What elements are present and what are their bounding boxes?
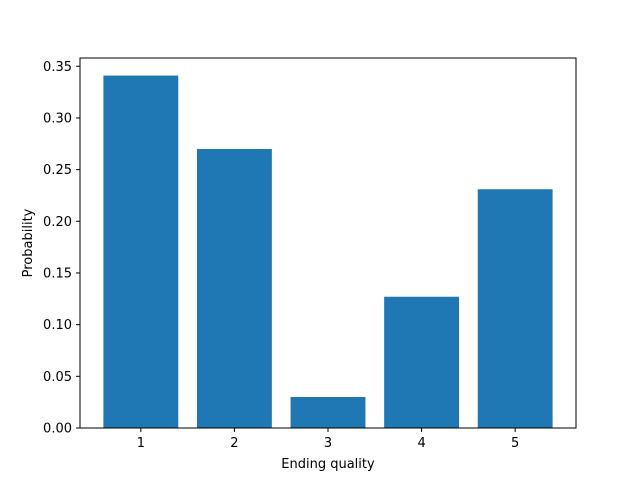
bar-5	[477, 189, 553, 428]
y-tick-label: 0.35	[43, 60, 72, 75]
x-axis-ticks: 1 2 3 4 5	[137, 428, 519, 451]
bars-group	[103, 75, 553, 429]
y-tick-label: 0.00	[43, 422, 72, 437]
y-tick-label: 0.10	[43, 318, 72, 333]
x-tick-label: 5	[511, 436, 519, 451]
y-tick-label: 0.25	[43, 163, 72, 178]
bar-4	[384, 296, 460, 428]
y-axis-ticks: 0.00 0.05 0.10 0.15 0.20 0.25 0.30 0.35	[43, 60, 80, 437]
y-tick-label: 0.15	[43, 266, 72, 281]
x-tick-label: 2	[230, 436, 238, 451]
y-axis-label: Probability	[21, 208, 36, 277]
x-axis-label: Ending quality	[281, 457, 375, 472]
bar-1	[103, 75, 179, 429]
x-tick-label: 1	[137, 436, 145, 451]
bar-2	[196, 148, 272, 429]
y-tick-label: 0.20	[43, 215, 72, 230]
x-tick-label: 3	[324, 436, 332, 451]
bar-3	[290, 396, 366, 428]
y-tick-label: 0.05	[43, 370, 72, 385]
plot-frame	[79, 57, 577, 429]
x-tick-label: 4	[417, 436, 425, 451]
y-tick-label: 0.30	[43, 111, 72, 126]
